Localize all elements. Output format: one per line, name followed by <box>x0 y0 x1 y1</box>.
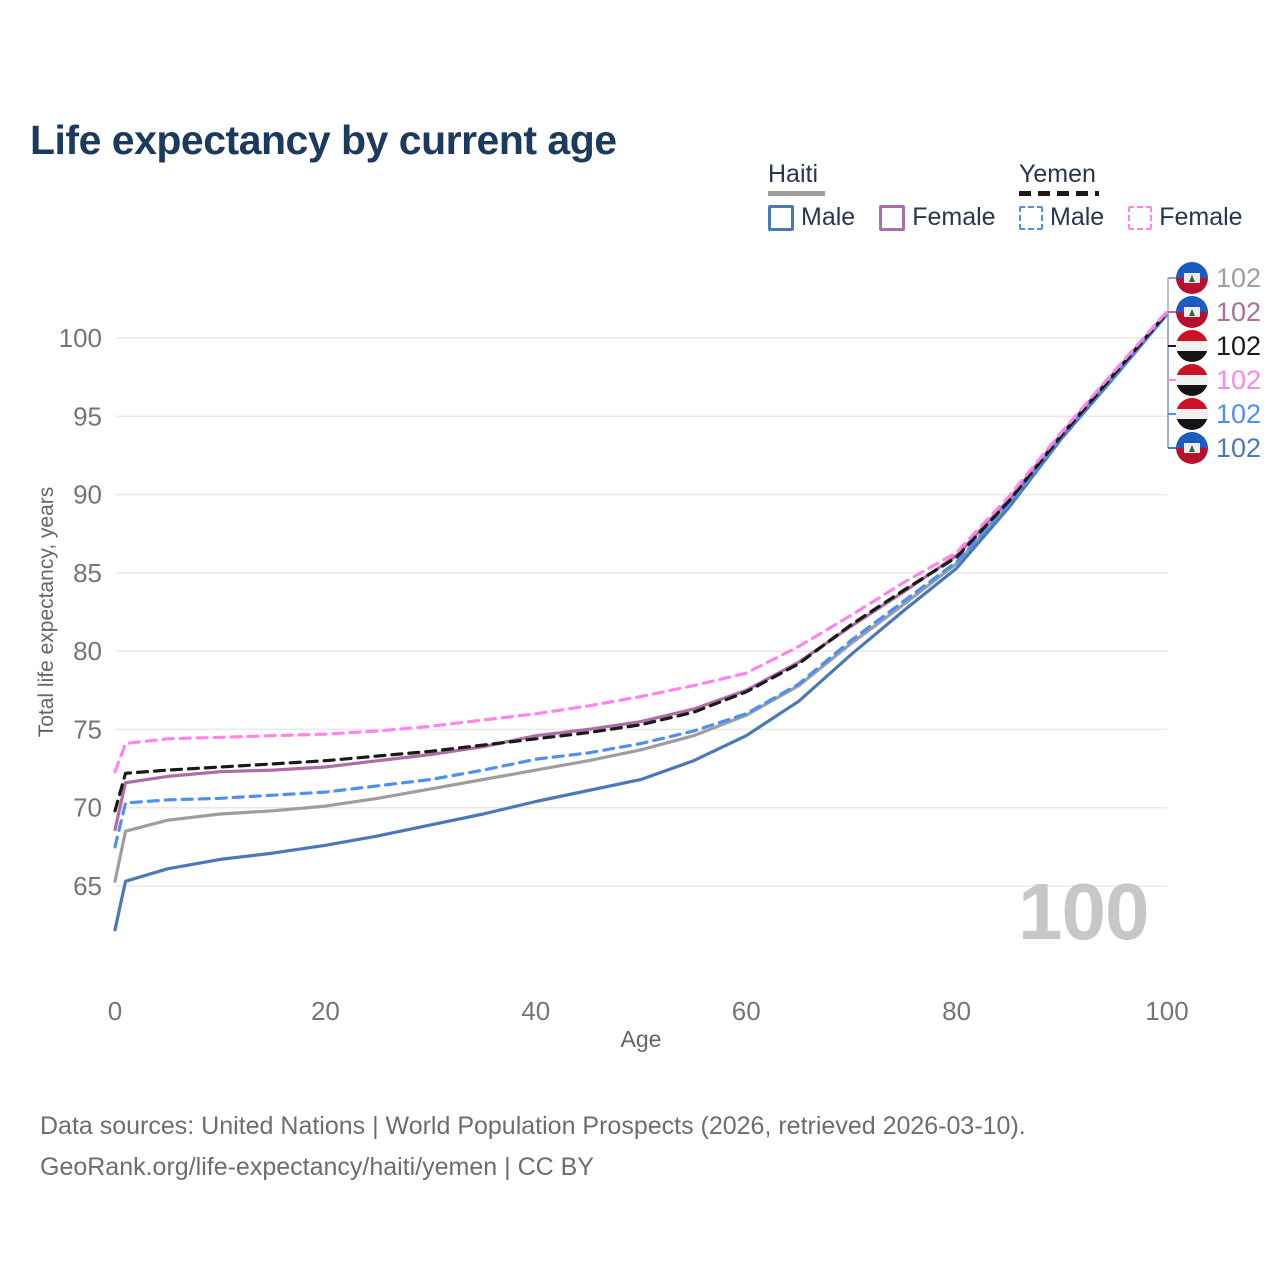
haiti-male-label: Male <box>801 203 856 231</box>
legend-item-haiti-male[interactable]: Male <box>768 203 855 232</box>
end-label-value: 102 <box>1216 296 1262 327</box>
legend-haiti-items: Male Female <box>768 203 1012 232</box>
yemen-female-label: Female <box>1159 203 1243 231</box>
life-expectancy-chart: 65 70 75 80 85 90 95 100 0 20 40 60 80 100 <box>59 277 1189 1026</box>
y-tick-label-70: 70 <box>73 793 102 823</box>
y-tick-label-65: 65 <box>73 871 102 901</box>
haiti-female-swatch <box>879 204 906 231</box>
x-tick-label-60: 60 <box>732 996 761 1026</box>
legend-item-haiti-female[interactable]: Female <box>879 203 996 232</box>
series-line-yemen-female <box>113 309 1169 774</box>
series-line-yemen <box>113 311 1169 813</box>
yemen-flag-icon <box>1176 330 1208 362</box>
yemen-flag-icon <box>1176 364 1208 396</box>
series-line-yemen-male <box>113 312 1169 849</box>
y-tick-label-85: 85 <box>73 558 102 588</box>
page-title: Life expectancy by current age <box>30 117 617 164</box>
x-tick-label-100: 100 <box>1145 996 1188 1026</box>
haiti-emblem <box>1184 273 1200 283</box>
x-axis-title: Age <box>620 1026 662 1052</box>
x-tick-label-20: 20 <box>311 996 340 1026</box>
legend-group-haiti-label[interactable]: Haiti <box>768 160 819 188</box>
series-line-haiti-female <box>113 311 1169 832</box>
current-age-watermark: 100 <box>1018 867 1149 956</box>
yemen-male-label: Male <box>1050 203 1105 231</box>
haiti-flag-icon <box>1176 296 1208 328</box>
end-label-value: 102 <box>1216 398 1262 429</box>
y-tick-label-90: 90 <box>73 480 102 510</box>
end-label-yemen: 102 <box>1176 330 1261 362</box>
legend-group-yemen-label[interactable]: Yemen <box>1019 160 1096 188</box>
legend-item-yemen-male[interactable]: Male <box>1019 203 1104 232</box>
series-line-haiti-male <box>113 312 1169 932</box>
data-sources-text: Data sources: United Nations | World Pop… <box>40 1112 1026 1140</box>
end-label-value: 102 <box>1216 432 1262 463</box>
legend-yemen-items: Male Female <box>1019 203 1259 232</box>
haiti-emblem <box>1184 307 1200 317</box>
y-tick-label-95: 95 <box>73 401 102 431</box>
footer: Data sources: United Nations | World Pop… <box>40 1106 1026 1188</box>
legend-yemen-line-swatch <box>1019 191 1099 196</box>
legend-item-yemen-female[interactable]: Female <box>1128 203 1243 232</box>
x-tick-label-0: 0 <box>108 996 122 1026</box>
haiti-emblem <box>1184 443 1200 453</box>
end-label-haiti-male: 102 <box>1176 432 1261 464</box>
end-label-value: 102 <box>1216 262 1262 293</box>
legend-haiti-line-swatch <box>768 191 825 196</box>
yemen-male-swatch <box>1019 205 1043 230</box>
end-label-haiti-female: 102 <box>1176 296 1261 328</box>
x-tick-label-40: 40 <box>521 996 550 1026</box>
end-label-yemen-male: 102 <box>1176 398 1261 430</box>
haiti-flag-icon <box>1176 432 1208 464</box>
y-tick-label-75: 75 <box>73 714 102 744</box>
end-label-value: 102 <box>1216 364 1262 395</box>
y-axis-title: Total life expectancy, years <box>35 486 58 738</box>
haiti-female-label: Female <box>912 203 996 231</box>
end-label-yemen-female: 102 <box>1176 364 1261 396</box>
end-label-value: 102 <box>1216 330 1262 361</box>
x-tick-label-80: 80 <box>942 996 971 1026</box>
end-label-haiti: 102 <box>1176 262 1261 294</box>
haiti-male-swatch <box>768 204 794 231</box>
yemen-female-swatch <box>1128 205 1153 230</box>
attribution-text: GeoRank.org/life-expectancy/haiti/yemen … <box>40 1153 594 1181</box>
y-tick-label-100: 100 <box>59 323 102 353</box>
haiti-flag-icon <box>1176 262 1208 294</box>
y-tick-label-80: 80 <box>73 636 102 666</box>
yemen-flag-icon <box>1176 398 1208 430</box>
